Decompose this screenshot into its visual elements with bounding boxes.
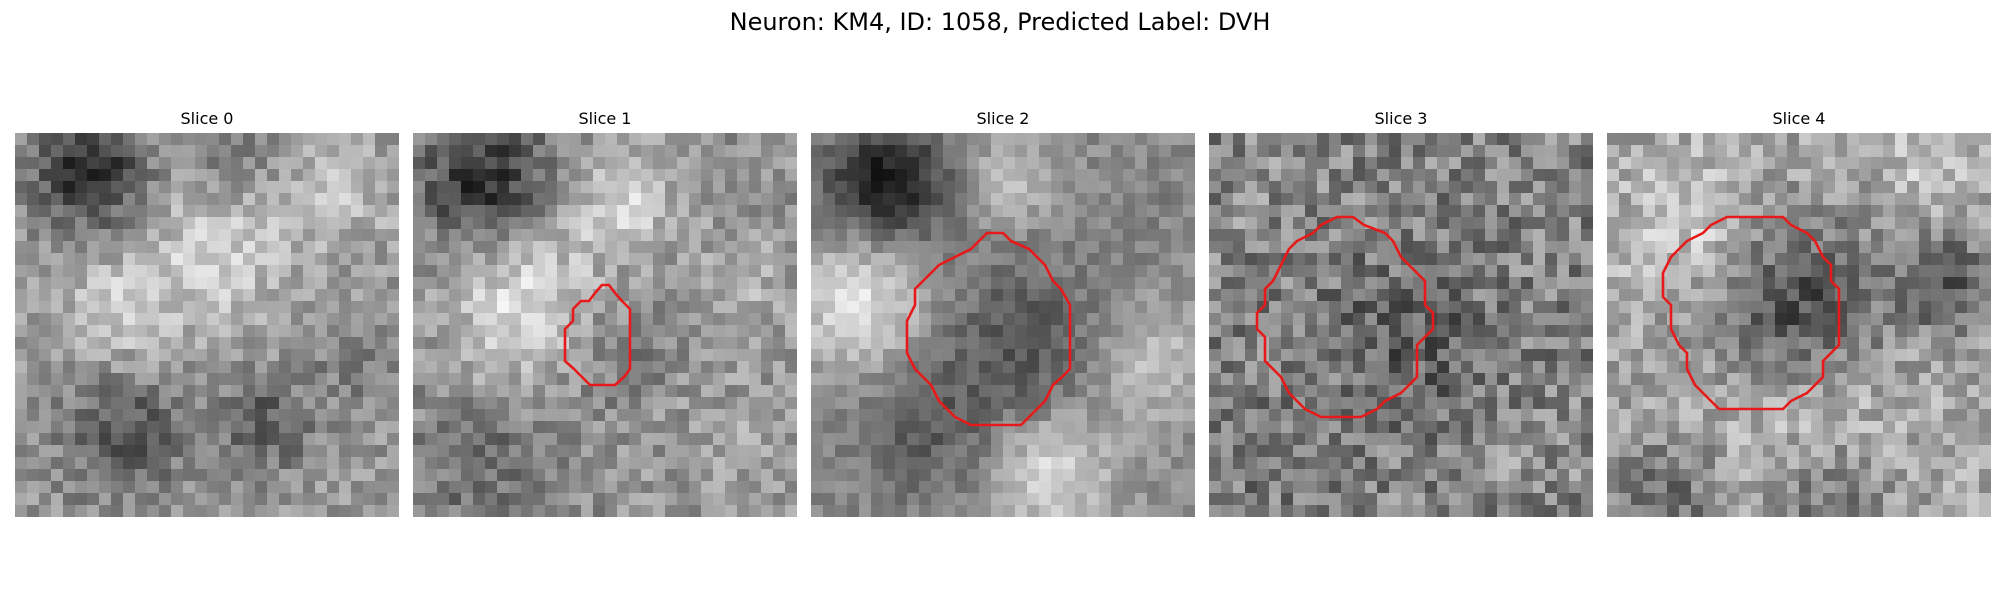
slice-title: Slice 2 [976,109,1030,128]
slice-panel-2: Slice 2 [811,108,1195,520]
neuron-contour [563,283,632,387]
slice-panel-3: Slice 3 [1209,108,1593,520]
slice-image-3 [1209,133,1593,517]
slice-title: Slice 4 [1772,109,1826,128]
slice-title: Slice 3 [1374,109,1428,128]
slice-title: Slice 1 [578,109,632,128]
slice-image-1 [413,133,797,517]
slice-panel-4: Slice 4 [1607,108,1991,520]
neuron-contour [1661,215,1841,411]
figure-title: Neuron: KM4, ID: 1058, Predicted Label: … [729,8,1271,36]
slice-panel-0: Slice 0 [15,108,399,520]
slice-image-4 [1607,133,1991,517]
neuron-contour [1255,215,1435,419]
slice-title: Slice 0 [180,109,234,128]
neuron-contour [905,231,1072,427]
slice-image-2 [811,133,1195,517]
slice-panel-1: Slice 1 [413,108,797,520]
slice-image-0 [15,133,399,517]
